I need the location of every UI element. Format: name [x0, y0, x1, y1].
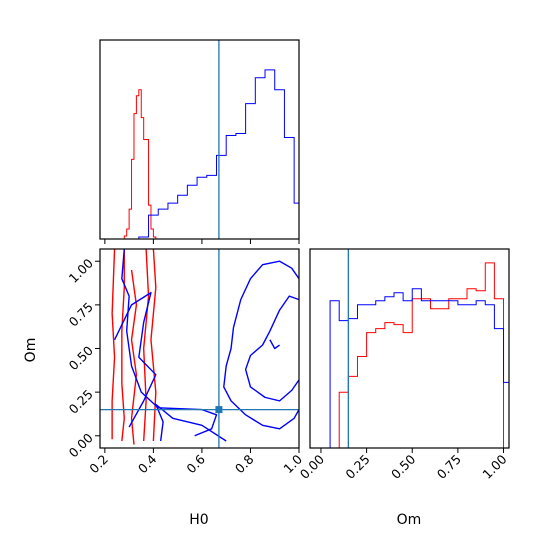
h0-hist-series-run_a [100, 69, 299, 239]
om-hist-xtick-label-1: 0.25 [342, 452, 372, 482]
h0-hist-frame [99, 39, 300, 240]
contour-run_a-6 [113, 291, 157, 428]
joint-frame [99, 248, 300, 449]
x-axis-title-om: Om [397, 512, 422, 528]
truth-marker [215, 406, 223, 414]
joint-ytick-label-1: 0.25 [66, 386, 96, 416]
joint-ytick-label-3: 0.75 [66, 299, 96, 329]
joint-ytick-label-2: 0.50 [66, 343, 96, 373]
contour-run_a-8 [223, 260, 299, 430]
contour-run_b-3 [150, 249, 157, 442]
joint-xtick-label-0: 0.2 [86, 452, 111, 477]
joint-ytick-label-0: 0.00 [66, 430, 96, 460]
y-axis-title-om: Om [23, 338, 39, 363]
contour-run_a-10 [269, 339, 280, 350]
om-hist-frame [309, 248, 510, 449]
joint-xtick-label-1: 0.4 [135, 451, 160, 476]
contour-run_a-7 [155, 403, 227, 442]
joint-ytick-label-4: 1.00 [66, 256, 96, 286]
x-axis-title-h0: H0 [189, 512, 208, 528]
om-hist-series-run_a [310, 288, 509, 448]
contour-run_a-5 [121, 249, 218, 437]
contour-run_a-9 [244, 295, 299, 402]
joint-xtick-label-2: 0.6 [183, 451, 208, 476]
om-hist-xtick-label-4: 1.00 [479, 451, 509, 481]
om-hist-xtick-label-0: 0.00 [297, 451, 327, 481]
contour-run_b-1 [142, 249, 150, 442]
contour-run_b-2 [111, 249, 116, 440]
h0-om-contour-panel: 0.2 0.4 0.6 0.8 1.00.000.250.500.751.00 [66, 248, 305, 477]
om-hist-xtick-label-3: 0.75 [434, 452, 464, 482]
contour-run_b-0 [121, 249, 125, 442]
om-hist-xtick-label-2: 0.50 [388, 451, 418, 481]
h0-histogram-panel [99, 39, 300, 244]
om-hist-series-run_b [310, 262, 509, 448]
om-histogram-panel: 0.00 0.25 0.50 0.75 1.00 [297, 248, 510, 482]
joint-xtick-label-3: 0.8 [232, 451, 257, 476]
h0-hist-series-run_b [100, 89, 299, 239]
